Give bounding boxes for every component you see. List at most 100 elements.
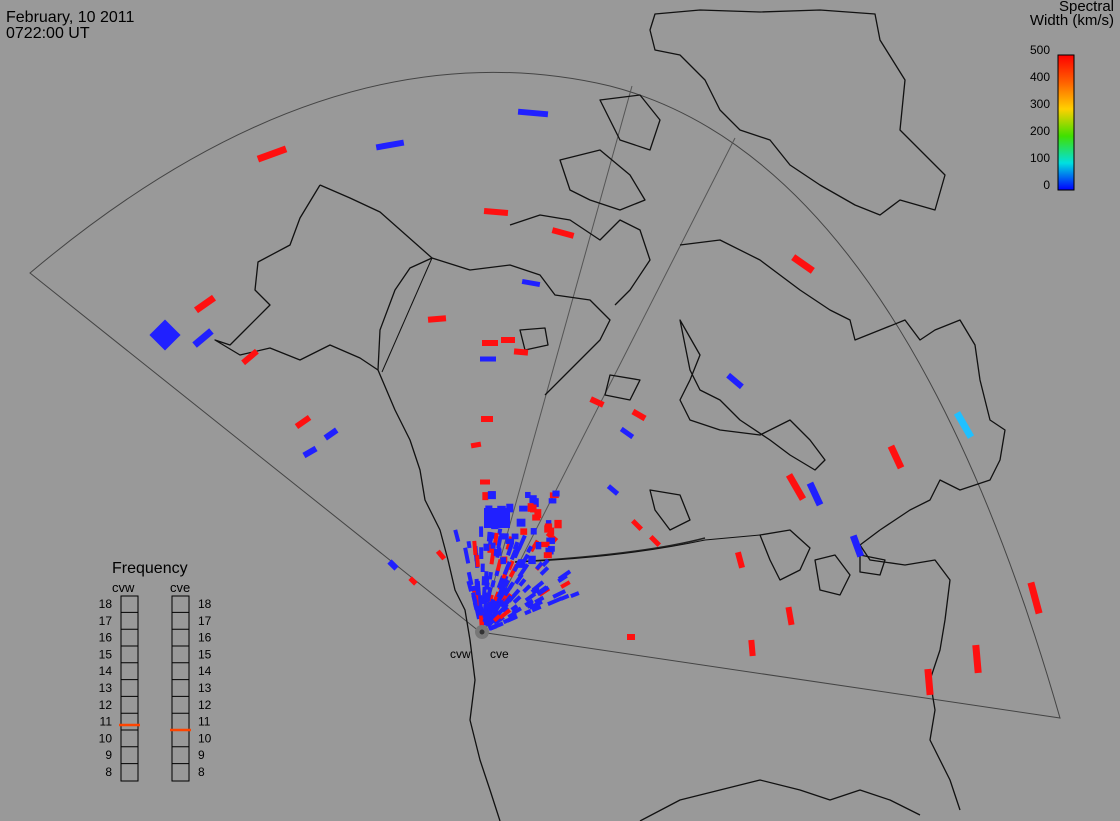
scatter-cell	[924, 668, 934, 696]
scatter-cell	[484, 581, 490, 589]
scatter-cell	[540, 541, 550, 548]
frequency-scale-label: 11	[198, 715, 211, 729]
scatter-cell	[485, 618, 495, 628]
scatter-cell	[487, 571, 493, 580]
alaska-canada-border	[381, 257, 433, 373]
scatter-cell	[482, 492, 489, 501]
scatter-cell	[485, 586, 493, 603]
scatter-cell	[887, 444, 905, 470]
frequency-scale-label: 15	[198, 647, 212, 661]
frequency-scale-label: 18	[99, 597, 113, 611]
scatter-cell	[516, 518, 526, 527]
scatter-cell	[294, 414, 312, 430]
frequency-scale-label: 16	[99, 631, 113, 645]
arctic-islands	[509, 94, 661, 306]
plot-title: February, 10 2011 0722:00 UT	[6, 10, 134, 42]
colorbar-gradient	[1057, 54, 1075, 191]
frequency-scale-label: 10	[99, 731, 113, 745]
scatter-cell	[499, 578, 509, 592]
scatter-cell	[1027, 581, 1043, 615]
scatter-cell	[554, 519, 562, 529]
scatter-cell	[528, 599, 543, 610]
scatter-cell	[806, 481, 824, 507]
scatter-cell	[546, 537, 555, 544]
scatter-cell	[512, 541, 520, 550]
scatter-cell	[503, 582, 514, 597]
scatter-cell	[500, 594, 513, 609]
frequency-panel: 18 17 16 15 14 13 12 11 10 9 8 18 17 16 15 14 13 12 11 10 9 8	[99, 595, 212, 782]
scatter-cell	[498, 608, 512, 620]
frequency-scale-label: 18	[198, 597, 212, 611]
scatter-cell	[521, 278, 541, 288]
scatter-cell	[517, 108, 549, 118]
scatter-cell	[466, 571, 474, 586]
scatter-cell	[490, 579, 496, 588]
colorbar-tick-label: 400	[1030, 70, 1050, 84]
frequency-column-cve	[171, 595, 190, 782]
frequency-scale-label: 12	[99, 698, 113, 712]
scatter-cell	[548, 498, 557, 504]
scatter-cell	[463, 547, 471, 564]
alaska-coast	[319, 184, 501, 821]
scatter-cell	[531, 604, 542, 613]
scatter-cell	[619, 426, 635, 440]
scatter-cell	[535, 561, 544, 571]
frequency-scale-label: 14	[99, 664, 113, 678]
scatter-cell	[726, 372, 744, 390]
scatter-cell	[427, 315, 447, 323]
scatter-cell	[630, 518, 644, 532]
colorbar-title: Spectral Width (km/s)	[1030, 0, 1114, 28]
frequency-scale-label: 14	[198, 664, 212, 678]
scatter-cell	[493, 548, 502, 556]
field-of-view	[29, 71, 1061, 719]
scatter-cell	[483, 571, 489, 584]
great-lakes	[759, 529, 886, 596]
arctic-coast	[431, 257, 611, 396]
scatter-cell	[492, 599, 504, 614]
scatter-cell	[557, 574, 568, 583]
scatter-cell	[375, 139, 405, 151]
scatter-cell	[524, 592, 537, 603]
scatter-cell	[481, 586, 487, 600]
scatter-cell	[490, 542, 496, 549]
scatter-cell	[323, 427, 339, 441]
inland-lakes	[519, 327, 691, 531]
scatter-cell	[496, 589, 507, 604]
scatter-cell	[560, 593, 570, 601]
frequency-scale-label: 11	[100, 715, 113, 729]
hudson-bay	[679, 319, 826, 471]
scatter-cell	[482, 610, 488, 619]
scatter-cell	[849, 534, 865, 558]
scatter-cell	[530, 504, 537, 513]
scatter-cell	[484, 609, 493, 622]
scatter-cell	[631, 408, 647, 422]
scatter-cell	[520, 528, 528, 535]
scatter-cell	[518, 578, 527, 587]
scatter-cell	[526, 601, 535, 609]
borders	[381, 257, 761, 563]
scatter-cell	[534, 595, 545, 604]
scatter-cell	[528, 555, 536, 565]
scatter-cell	[474, 581, 480, 596]
scatter-cell	[551, 227, 575, 239]
colorbar-tick-label: 500	[1030, 43, 1050, 57]
scatter-cell	[302, 445, 318, 459]
scatter-cell	[531, 580, 545, 592]
scatter-cell	[256, 145, 288, 163]
gulf-coast	[639, 779, 921, 821]
scatter-cell	[489, 621, 504, 631]
scatter-cell	[495, 559, 503, 572]
scatter-cell	[487, 491, 496, 500]
scatter-cell	[735, 551, 745, 569]
colorbar-title-line1: Spectral	[1058, 0, 1114, 15]
scatter-cell	[543, 552, 552, 559]
colorbar-tick-label: 0	[1043, 178, 1050, 192]
scatter-cell	[547, 546, 555, 552]
scatter-cell	[387, 559, 399, 571]
scatter-cell	[435, 549, 447, 561]
scatter-cell	[512, 547, 520, 559]
frequency-scale-label: 8	[105, 765, 112, 779]
coastlines	[214, 9, 1006, 821]
frequency-scale-label: 15	[99, 647, 113, 661]
frequency-scale-label: 8	[198, 765, 205, 779]
